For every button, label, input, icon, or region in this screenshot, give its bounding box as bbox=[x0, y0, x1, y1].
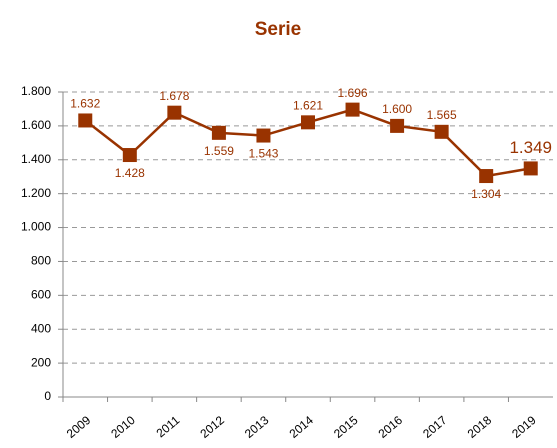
data-label: 1.543 bbox=[248, 147, 278, 161]
data-label: 1.559 bbox=[204, 144, 234, 158]
x-tick-label: 2011 bbox=[154, 413, 183, 441]
marker bbox=[256, 128, 271, 143]
y-tick-label: 1.200 bbox=[21, 186, 51, 200]
x-tick-label: 2019 bbox=[509, 413, 539, 441]
marker bbox=[345, 102, 360, 117]
marker bbox=[78, 113, 93, 128]
data-label: 1.678 bbox=[159, 89, 189, 103]
data-label: 1.632 bbox=[70, 97, 100, 111]
data-label: 1.349 bbox=[509, 138, 552, 157]
x-tick-label: 2009 bbox=[64, 413, 94, 441]
x-tick-label: 2012 bbox=[197, 413, 227, 441]
marker bbox=[122, 148, 137, 163]
x-tick-label: 2017 bbox=[420, 413, 450, 441]
data-label: 1.565 bbox=[427, 108, 457, 122]
marker bbox=[390, 118, 405, 133]
marker bbox=[211, 125, 226, 140]
data-label: 1.428 bbox=[115, 166, 145, 180]
marker bbox=[479, 169, 494, 184]
x-tick-label: 2014 bbox=[287, 413, 317, 441]
y-tick-label: 400 bbox=[31, 321, 51, 335]
data-label: 1.304 bbox=[471, 187, 501, 201]
marker bbox=[301, 115, 315, 130]
y-tick-label: 0 bbox=[44, 389, 51, 403]
data-label: 1.696 bbox=[338, 86, 368, 100]
x-tick-label: 2015 bbox=[331, 413, 361, 441]
y-tick-label: 1.600 bbox=[21, 118, 51, 132]
marker bbox=[523, 161, 538, 176]
y-tick-label: 1.800 bbox=[21, 84, 51, 98]
marker bbox=[434, 124, 449, 139]
y-tick-label: 1.400 bbox=[21, 152, 51, 166]
y-tick-label: 600 bbox=[31, 288, 51, 302]
x-tick-label: 2013 bbox=[242, 413, 272, 441]
y-tick-label: 800 bbox=[31, 254, 51, 268]
y-tick-label: 1.000 bbox=[21, 220, 51, 234]
data-label: 1.621 bbox=[293, 99, 323, 113]
y-tick-label: 200 bbox=[31, 355, 51, 369]
chart-title: Serie bbox=[255, 19, 301, 40]
data-label: 1.600 bbox=[382, 102, 412, 116]
x-tick-label: 2010 bbox=[108, 413, 138, 441]
x-tick-label: 2016 bbox=[376, 413, 406, 441]
x-tick-label: 2018 bbox=[465, 413, 495, 441]
marker bbox=[167, 105, 182, 120]
